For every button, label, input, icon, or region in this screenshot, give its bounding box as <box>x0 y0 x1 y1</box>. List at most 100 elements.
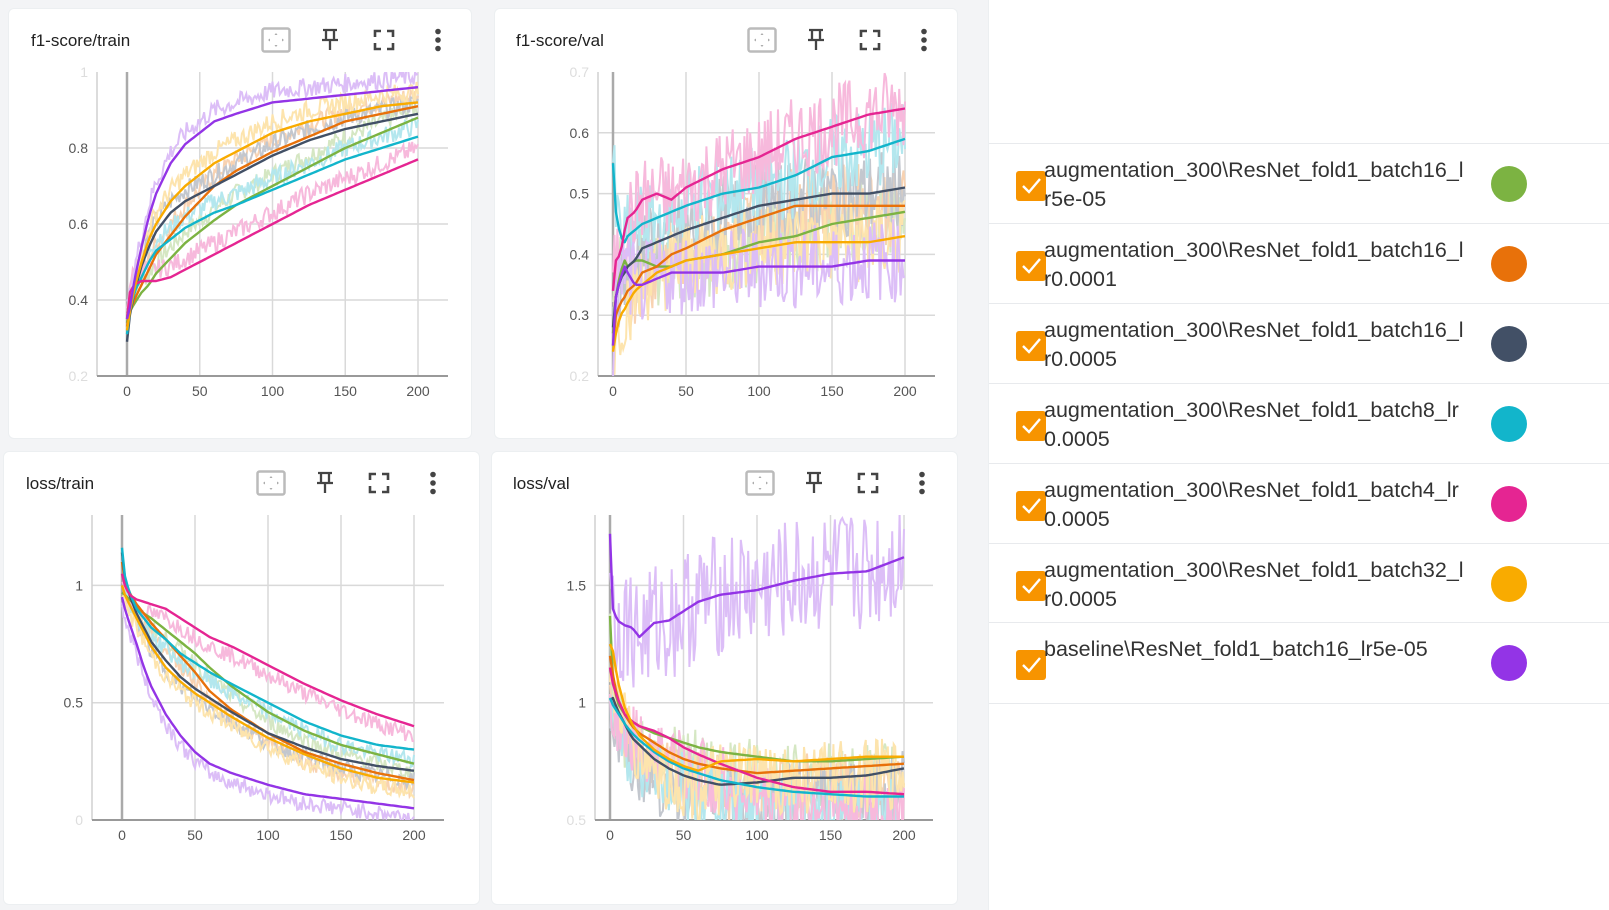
run-checkbox[interactable] <box>1016 571 1046 601</box>
series-line[interactable] <box>608 697 904 798</box>
run-checkbox[interactable] <box>1016 491 1046 521</box>
series-line[interactable] <box>125 135 419 335</box>
pin-icon[interactable] <box>799 468 829 498</box>
series-line[interactable] <box>120 547 415 751</box>
legend-run-row[interactable]: augmentation_300\ResNet_fold1_batch32_lr… <box>989 543 1609 624</box>
run-checkbox[interactable] <box>1016 251 1046 281</box>
pin-icon[interactable] <box>315 25 345 55</box>
checkmark-icon <box>1022 657 1041 673</box>
series-line[interactable] <box>120 596 415 810</box>
chart-f1-score-train: 0.2 0.4 0.6 0.8 1 0 50 100 150 200 <box>69 64 448 399</box>
fullscreen-icon[interactable] <box>369 25 399 55</box>
run-color-swatch[interactable] <box>1491 246 1527 282</box>
raw-series-line <box>121 593 415 799</box>
run-color-swatch[interactable] <box>1491 486 1527 522</box>
legend-run-row[interactable]: augmentation_300\ResNet_fold1_batch16_lr… <box>989 143 1609 224</box>
run-color-swatch[interactable] <box>1491 326 1527 362</box>
raw-series-line <box>609 515 905 688</box>
x-tick-label: 100 <box>256 827 280 843</box>
run-checkbox[interactable] <box>1016 411 1046 441</box>
series-line[interactable] <box>120 552 415 772</box>
run-color-swatch[interactable] <box>1491 566 1527 602</box>
legend-run-row[interactable]: augmentation_300\ResNet_fold1_batch16_lr… <box>989 303 1609 384</box>
pin-icon[interactable] <box>801 25 831 55</box>
series-line[interactable] <box>608 615 905 763</box>
x-tick-label: 100 <box>261 383 285 399</box>
fit-domain-icon[interactable] <box>256 468 286 498</box>
plot-area <box>120 547 415 820</box>
legend-run-row[interactable]: baseline\ResNet_fold1_batch16_lr5e-05 <box>989 622 1609 704</box>
checkmark-icon <box>1022 418 1041 434</box>
run-label: augmentation_300\ResNet_fold1_batch8_lr0… <box>1044 398 1459 451</box>
x-tick-label: 150 <box>819 827 843 843</box>
raw-series-line <box>612 199 906 375</box>
series-line[interactable] <box>125 101 419 331</box>
legend-run-row[interactable]: augmentation_300\ResNet_fold1_batch4_lr0… <box>989 463 1609 544</box>
series-line[interactable] <box>125 105 419 327</box>
series-line[interactable] <box>611 235 906 352</box>
run-label: baseline\ResNet_fold1_batch16_lr5e-05 <box>1044 637 1428 661</box>
y-tick-label: 1 <box>75 577 83 593</box>
series-line[interactable] <box>609 696 905 786</box>
fullscreen-icon[interactable] <box>853 468 883 498</box>
raw-series-line <box>126 141 419 309</box>
x-tick-label: 0 <box>118 827 126 843</box>
series-line[interactable] <box>608 667 905 796</box>
series-line[interactable] <box>611 137 906 244</box>
run-color-swatch[interactable] <box>1491 645 1527 681</box>
run-color-swatch[interactable] <box>1491 406 1527 442</box>
run-checkbox[interactable] <box>1016 331 1046 361</box>
series-line[interactable] <box>125 116 419 324</box>
more-vert-icon[interactable] <box>423 25 453 55</box>
run-label: augmentation_300\ResNet_fold1_batch16_lr… <box>1044 158 1464 211</box>
legend-run-row[interactable]: augmentation_300\ResNet_fold1_batch8_lr0… <box>989 383 1609 464</box>
fullscreen-icon[interactable] <box>364 468 394 498</box>
y-tick-label: 0.3 <box>570 307 590 323</box>
x-tick-label: 200 <box>406 383 430 399</box>
series-line[interactable] <box>120 573 415 728</box>
series-line[interactable] <box>125 112 419 342</box>
y-tick-label: 0.4 <box>69 292 89 308</box>
run-checkbox[interactable] <box>1016 650 1046 680</box>
x-tick-label: 0 <box>609 383 617 399</box>
raw-series-line <box>609 647 905 820</box>
chart-card-loss-val: loss/val <box>491 451 958 905</box>
series-line[interactable] <box>121 591 415 765</box>
fit-domain-icon[interactable] <box>745 468 775 498</box>
run-label: augmentation_300\ResNet_fold1_batch16_lr… <box>1044 238 1464 291</box>
raw-series-line <box>612 219 906 376</box>
series-line[interactable] <box>125 158 419 320</box>
x-tick-label: 200 <box>402 827 426 843</box>
checkmark-icon <box>1022 498 1041 514</box>
series-line[interactable] <box>608 643 904 772</box>
checkmark-icon <box>1022 178 1041 194</box>
series-line[interactable] <box>611 204 905 346</box>
fullscreen-icon[interactable] <box>855 25 885 55</box>
series-line[interactable] <box>611 186 906 328</box>
more-vert-icon[interactable] <box>418 468 448 498</box>
series-line[interactable] <box>611 210 906 334</box>
fit-domain-icon[interactable] <box>747 25 777 55</box>
x-tick-label: 100 <box>745 827 769 843</box>
run-color-swatch[interactable] <box>1491 166 1527 202</box>
series-line[interactable] <box>611 259 905 346</box>
more-vert-icon[interactable] <box>907 468 937 498</box>
series-line[interactable] <box>125 86 419 320</box>
plot-area <box>125 72 419 342</box>
series-line[interactable] <box>608 655 905 775</box>
pin-icon[interactable] <box>310 468 340 498</box>
fit-domain-icon[interactable] <box>261 25 291 55</box>
y-tick-label: 0.5 <box>570 186 590 202</box>
y-tick-label: 0.7 <box>570 64 590 80</box>
series-line[interactable] <box>120 585 415 784</box>
series-line[interactable] <box>611 107 906 292</box>
x-tick-label: 150 <box>329 827 353 843</box>
x-tick-label: 150 <box>820 383 844 399</box>
more-vert-icon[interactable] <box>909 25 939 55</box>
x-tick-label: 200 <box>893 383 917 399</box>
legend-run-row[interactable]: augmentation_300\ResNet_fold1_batch16_lr… <box>989 223 1609 304</box>
run-checkbox[interactable] <box>1016 171 1046 201</box>
y-tick-label: 1.5 <box>567 577 587 593</box>
series-line[interactable] <box>608 533 905 639</box>
runs-legend-panel: augmentation_300\ResNet_fold1_batch16_lr… <box>988 0 1609 910</box>
